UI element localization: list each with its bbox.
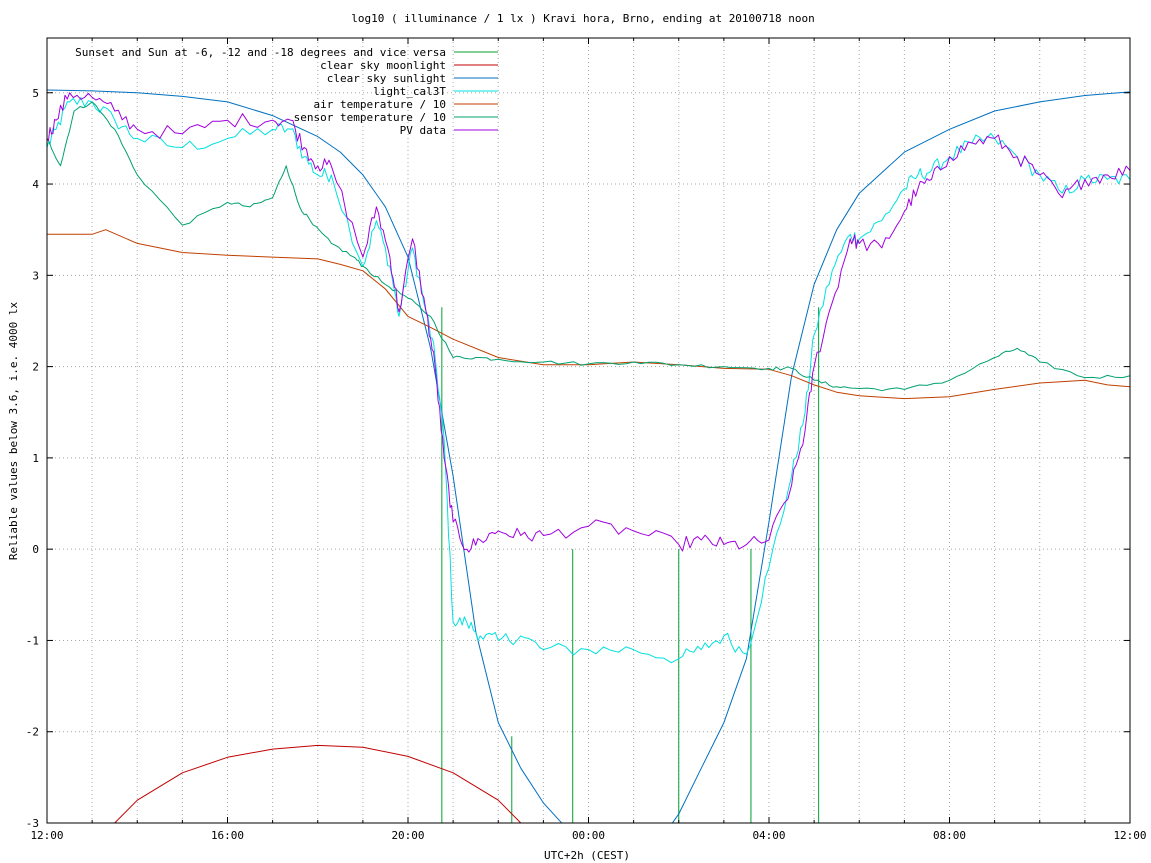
y-tick-label: 0 [32, 543, 39, 556]
y-axis-label: Reliable values below 3.6, i.e. 4000 lx [7, 301, 20, 560]
series-clear-sky-sunlight-line [47, 89, 1130, 823]
series-light-cal3t-line [47, 97, 1130, 664]
axis-ticks: -3 -2 -1 0 1 2 3 4 5 12:00 16:00 20:00 00:00 04:00 08:… [26, 38, 1147, 842]
series-pv-data-line [47, 92, 1130, 553]
legend-entry-label: clear sky moonlight [320, 59, 446, 72]
y-tick-label: 5 [32, 87, 39, 100]
chart-title: log10 ( illuminance / 1 lx ) Kravi hora,… [351, 12, 815, 25]
x-tick-label: 04:00 [752, 829, 785, 842]
y-tick-label: 4 [32, 178, 39, 191]
series-sensor-temperature-10-line [47, 101, 1130, 392]
x-tick-label: 12:00 [30, 829, 63, 842]
x-tick-label: 12:00 [1113, 829, 1146, 842]
legend-entry-label: air temperature / 10 [314, 98, 446, 111]
x-tick-label: 08:00 [933, 829, 966, 842]
x-tick-label: 00:00 [572, 829, 605, 842]
x-tick-label: 16:00 [211, 829, 244, 842]
x-tick-label: 20:00 [391, 829, 424, 842]
y-tick-label: -3 [26, 817, 39, 830]
legend-entry-label: clear sky sunlight [327, 72, 446, 85]
grid-lines [47, 38, 1130, 823]
legend-entry-label: Sunset and Sun at -6, -12 and -18 degree… [75, 46, 446, 59]
series-layer [47, 89, 1130, 823]
y-tick-label: -1 [26, 634, 39, 647]
legend: Sunset and Sun at -6, -12 and -18 degree… [75, 46, 498, 137]
legend-entry-label: light_cal3T [373, 85, 446, 98]
y-tick-label: 3 [32, 269, 39, 282]
series-air-temperature-10-line [47, 229, 1130, 400]
y-tick-label: 2 [32, 361, 39, 374]
series-clear-sky-moonlight-line [114, 744, 522, 823]
x-axis-label: UTC+2h (CEST) [544, 849, 630, 862]
legend-entry-label: sensor temperature / 10 [294, 111, 446, 124]
y-tick-label: -2 [26, 726, 39, 739]
y-tick-label: 1 [32, 452, 39, 465]
legend-entry-label: PV data [400, 124, 446, 137]
